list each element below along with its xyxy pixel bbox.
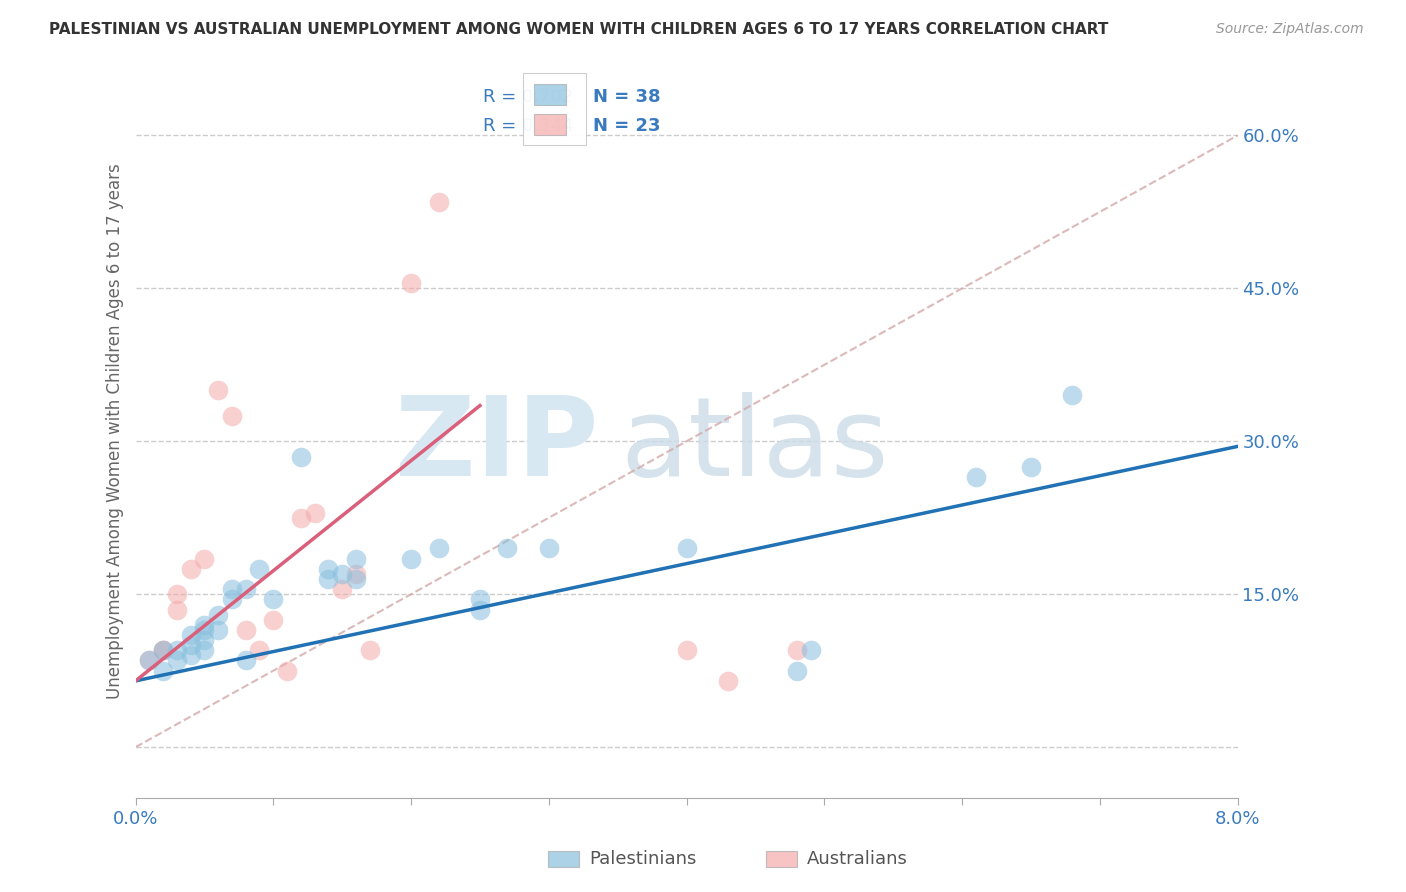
Point xyxy=(496,541,519,556)
Point xyxy=(965,470,987,484)
Point xyxy=(399,551,422,566)
Point xyxy=(207,607,229,622)
Point xyxy=(235,623,257,637)
Legend: , : , xyxy=(523,73,586,145)
Point xyxy=(344,551,367,566)
Point xyxy=(799,643,821,657)
Point xyxy=(180,628,202,642)
Point xyxy=(235,582,257,596)
Point xyxy=(193,551,215,566)
Text: N = 38: N = 38 xyxy=(593,88,661,106)
Point xyxy=(290,450,312,464)
Point xyxy=(235,653,257,667)
Point xyxy=(330,566,353,581)
Point xyxy=(193,633,215,648)
Point xyxy=(276,664,298,678)
Point xyxy=(786,664,808,678)
Point xyxy=(152,643,174,657)
Point xyxy=(262,613,284,627)
Point xyxy=(1019,459,1042,474)
Point xyxy=(180,648,202,663)
Text: Source: ZipAtlas.com: Source: ZipAtlas.com xyxy=(1216,22,1364,37)
Point xyxy=(675,541,697,556)
Point xyxy=(304,506,326,520)
Point xyxy=(468,592,491,607)
Point xyxy=(262,592,284,607)
Point xyxy=(717,673,740,688)
Point xyxy=(675,643,697,657)
Text: Australians: Australians xyxy=(807,850,908,868)
Point xyxy=(537,541,560,556)
Point xyxy=(786,643,808,657)
Point xyxy=(152,643,174,657)
Point xyxy=(427,194,450,209)
Text: R = 0.344: R = 0.344 xyxy=(482,118,574,136)
Point xyxy=(330,582,353,596)
Text: ZIP: ZIP xyxy=(395,392,599,500)
Point xyxy=(166,653,188,667)
Point xyxy=(166,602,188,616)
Point xyxy=(221,409,243,423)
Point xyxy=(427,541,450,556)
Point xyxy=(318,562,340,576)
Point xyxy=(344,572,367,586)
Point xyxy=(221,582,243,596)
Point xyxy=(399,277,422,291)
Point xyxy=(249,643,271,657)
Point xyxy=(166,643,188,657)
Point xyxy=(207,623,229,637)
Point xyxy=(138,653,160,667)
Point xyxy=(193,617,215,632)
Text: R = 0.702: R = 0.702 xyxy=(482,88,572,106)
Text: atlas: atlas xyxy=(620,392,889,500)
Point xyxy=(152,643,174,657)
Point xyxy=(468,602,491,616)
Text: PALESTINIAN VS AUSTRALIAN UNEMPLOYMENT AMONG WOMEN WITH CHILDREN AGES 6 TO 17 YE: PALESTINIAN VS AUSTRALIAN UNEMPLOYMENT A… xyxy=(49,22,1108,37)
Point xyxy=(249,562,271,576)
Point xyxy=(318,572,340,586)
Y-axis label: Unemployment Among Women with Children Ages 6 to 17 years: Unemployment Among Women with Children A… xyxy=(107,163,124,699)
Point xyxy=(138,653,160,667)
Point xyxy=(152,664,174,678)
Point xyxy=(193,623,215,637)
Text: N = 23: N = 23 xyxy=(593,118,661,136)
Point xyxy=(1062,388,1084,402)
Point xyxy=(290,510,312,524)
Point xyxy=(193,643,215,657)
Point xyxy=(359,643,381,657)
Point xyxy=(221,592,243,607)
Text: Palestinians: Palestinians xyxy=(589,850,696,868)
Point xyxy=(180,562,202,576)
Point xyxy=(166,587,188,601)
Point xyxy=(207,384,229,398)
Point xyxy=(344,566,367,581)
Point xyxy=(180,638,202,652)
